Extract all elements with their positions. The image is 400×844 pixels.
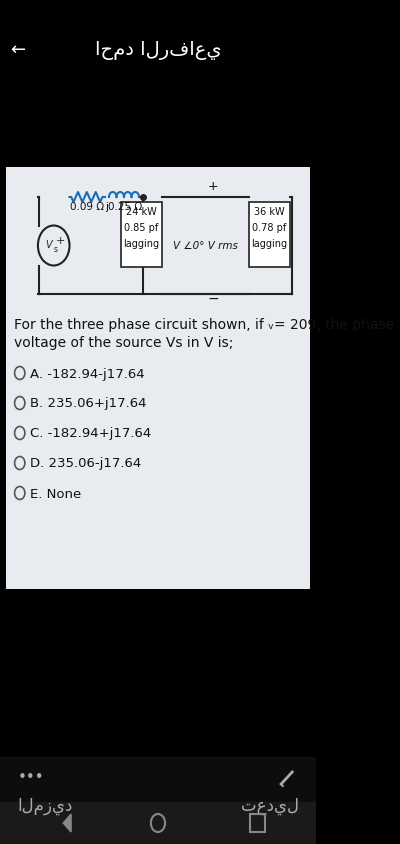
Bar	[0, 757, 316, 844]
Text: voltage of the source Vs in V is;: voltage of the source Vs in V is;	[14, 336, 234, 349]
Text: احمد الرفاعي: احمد الرفاعي	[95, 41, 221, 59]
Text: D. 235.06-j17.64: D. 235.06-j17.64	[30, 457, 141, 470]
Text: ←: ←	[10, 41, 25, 59]
Text: C. -182.94+j17.64: C. -182.94+j17.64	[30, 427, 151, 440]
Text: j0.25 Ω: j0.25 Ω	[105, 202, 143, 212]
Text: −: −	[208, 292, 219, 306]
Text: +: +	[55, 235, 65, 246]
Bar	[6, 168, 310, 589]
Text: For the three phase circuit shown, if ᵥ= 209, the phase: For the three phase circuit shown, if ᵥ=…	[14, 317, 394, 332]
Text: 36 kW: 36 kW	[254, 207, 285, 217]
Text: 24 kW: 24 kW	[126, 207, 157, 217]
Text: •••: •••	[17, 770, 44, 785]
Text: lagging: lagging	[123, 239, 160, 249]
Text: B. 235.06+j17.64: B. 235.06+j17.64	[30, 397, 146, 410]
Text: 0.09 Ω: 0.09 Ω	[70, 202, 104, 212]
Text: V: V	[46, 239, 52, 249]
Text: المزيد: المزيد	[17, 796, 73, 814]
Bar	[121, 203, 162, 268]
Text: s: s	[53, 245, 57, 254]
Text: +: +	[208, 180, 218, 192]
Polygon shape	[63, 814, 71, 832]
Text: تعديل: تعديل	[240, 796, 298, 814]
Text: lagging: lagging	[251, 239, 287, 249]
Text: 0.78 pf: 0.78 pf	[252, 223, 286, 233]
Bar	[0, 802, 316, 844]
Bar	[250, 814, 264, 832]
Text: E. None: E. None	[30, 487, 81, 500]
Bar	[249, 203, 290, 268]
Text: 0.85 pf: 0.85 pf	[124, 223, 158, 233]
Text: V ∠0° V rms: V ∠0° V rms	[173, 241, 238, 250]
Text: A. -182.94-j17.64: A. -182.94-j17.64	[30, 367, 145, 380]
